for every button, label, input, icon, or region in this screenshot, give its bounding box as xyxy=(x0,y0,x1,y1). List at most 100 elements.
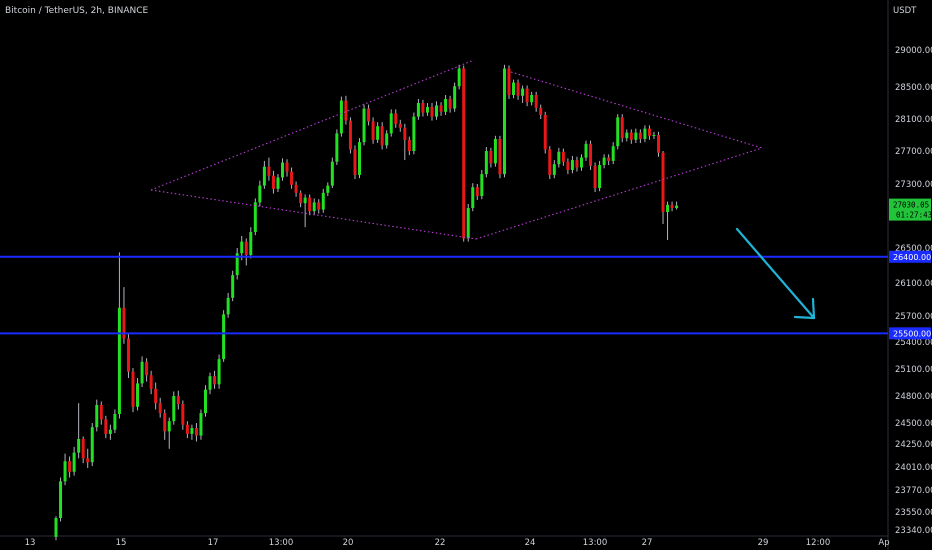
horizontal-levels[interactable] xyxy=(0,255,888,335)
candle-down xyxy=(507,68,511,95)
candle-down xyxy=(86,458,90,463)
price-tick-label: 24800.00 xyxy=(895,392,932,402)
candle-up xyxy=(190,428,194,434)
time-axis[interactable]: 13 15 17 13:00 20 22 24 13:00 27 29 12:00 Ap xyxy=(0,535,890,548)
candle-up xyxy=(480,174,484,196)
price-tick-label: 29000.00 xyxy=(895,46,932,56)
time-tick-label: 17 xyxy=(208,538,219,548)
candle-down xyxy=(181,404,185,425)
candle-down xyxy=(430,107,434,117)
candle-down xyxy=(271,175,275,189)
candle-down xyxy=(607,157,611,161)
candle-down xyxy=(81,438,85,459)
candle-down xyxy=(462,68,466,239)
projection-arrow[interactable] xyxy=(735,227,816,320)
price-tick-label: 27700.00 xyxy=(895,147,932,157)
candle-up xyxy=(208,376,212,390)
pattern-trendline[interactable] xyxy=(150,189,477,240)
candle-down xyxy=(104,419,108,434)
candle-down xyxy=(285,162,289,172)
candle-up xyxy=(376,126,380,140)
candle-up xyxy=(167,421,171,432)
diamond-pattern-drawing[interactable] xyxy=(150,59,763,240)
candle-up xyxy=(643,128,647,139)
candle-down xyxy=(475,187,479,196)
candle-up xyxy=(54,518,58,537)
candle-up xyxy=(358,142,362,175)
candle-down xyxy=(348,120,352,150)
level-price-label: 26400.00 xyxy=(893,253,931,262)
candle-down xyxy=(213,376,217,385)
candle-down xyxy=(638,132,642,139)
price-tick-label: 23770.00 xyxy=(895,486,932,496)
price-tick-label: 28100.00 xyxy=(895,115,932,125)
candle-up xyxy=(222,314,226,360)
candle-up xyxy=(512,82,516,95)
candle-up xyxy=(330,161,334,186)
price-tick-label: 25100.00 xyxy=(895,365,932,375)
candle-up xyxy=(113,414,117,430)
candle-up xyxy=(385,133,389,146)
candle-down xyxy=(394,113,398,124)
candle-down xyxy=(126,338,130,372)
candle-down xyxy=(539,107,543,115)
candle-down xyxy=(244,241,248,255)
price-tick-label: 25400.00 xyxy=(895,338,932,348)
candle-down xyxy=(593,165,597,188)
candle-up xyxy=(579,157,583,168)
candle-up xyxy=(530,95,534,103)
candle-up xyxy=(471,187,475,208)
level-price-label: 25500.00 xyxy=(893,329,931,338)
candle-up xyxy=(303,197,307,204)
candle-down xyxy=(299,192,303,204)
candle-down xyxy=(185,424,189,434)
chart-title: Bitcoin / TetherUS, 2h, BINANCE xyxy=(5,6,149,16)
candle-down xyxy=(308,197,312,212)
candle-up xyxy=(77,438,81,453)
candle-down xyxy=(149,375,153,389)
candle-down xyxy=(267,166,271,176)
price-tick-label: 23550.00 xyxy=(895,508,932,518)
price-tick-label: 26500.00 xyxy=(895,244,932,254)
candle-down xyxy=(122,307,126,339)
candle-up xyxy=(570,160,574,170)
price-axis[interactable]: 29000.00 28500.00 28100.00 27700.00 27300.00… xyxy=(887,0,932,550)
candle-down xyxy=(656,135,660,153)
candle-up xyxy=(262,166,266,186)
candle-down xyxy=(629,132,633,140)
candle-down xyxy=(145,361,149,376)
time-tick-label: 22 xyxy=(435,538,446,548)
candle-up xyxy=(59,481,63,518)
candle-down xyxy=(498,139,502,175)
candle-down xyxy=(620,117,624,139)
price-tick-label: 23340.00 xyxy=(895,526,932,536)
candle-up xyxy=(552,164,556,175)
time-tick-label: 15 xyxy=(116,538,127,548)
candle-up xyxy=(117,307,121,414)
candle-down xyxy=(489,151,493,164)
time-tick-label: 24 xyxy=(525,538,536,548)
candle-down xyxy=(661,152,665,212)
candle-up xyxy=(203,389,207,414)
candle-up xyxy=(435,105,439,117)
candle-down xyxy=(163,413,167,432)
candle-up xyxy=(240,241,244,254)
candle-down xyxy=(194,428,198,436)
candle-down xyxy=(516,82,520,96)
candle-up xyxy=(249,232,253,255)
candle-down xyxy=(439,105,443,112)
candle-down xyxy=(371,121,375,140)
candle-down xyxy=(534,95,538,108)
candle-down xyxy=(99,405,103,420)
arrow-shaft[interactable] xyxy=(735,227,816,320)
time-tick-label: 20 xyxy=(343,538,354,548)
arrow-head[interactable] xyxy=(793,297,816,320)
candle-up xyxy=(521,88,525,96)
candle-up xyxy=(281,162,284,178)
candle-down xyxy=(176,396,180,405)
candle-down xyxy=(407,139,411,151)
candle-down xyxy=(561,151,565,162)
candle-up xyxy=(326,185,330,193)
candle-down xyxy=(154,388,158,404)
